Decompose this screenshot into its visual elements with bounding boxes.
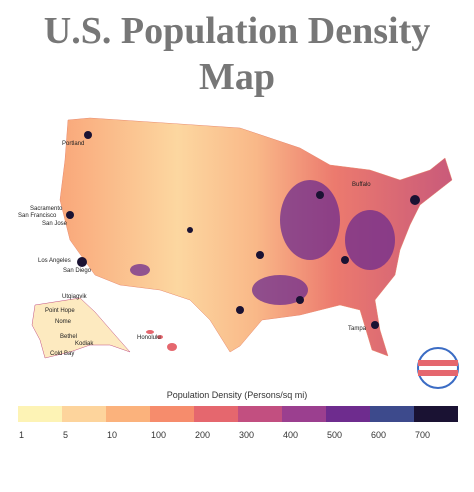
city-label: Bethel [60, 334, 77, 340]
legend-swatch [18, 406, 62, 422]
map-title: U.S. Population Density Map [43, 10, 431, 98]
legend-tick-label: 200 [195, 430, 210, 440]
city-label: San Diego [63, 268, 92, 274]
legend-swatch [282, 406, 326, 422]
city-label: Los Angeles [38, 258, 71, 264]
city-label: Point Hope [45, 308, 75, 314]
legend-tick-label: 100 [151, 430, 166, 440]
hawaii [146, 330, 177, 351]
legend-tick-label: 5 [63, 430, 68, 440]
city-label: Sacramento [30, 206, 63, 212]
legend-title: Population Density (Persons/sq mi) [167, 390, 308, 400]
city-label: San Jose [42, 221, 68, 227]
city-label: Honolulu [137, 335, 161, 341]
legend-swatch [194, 406, 238, 422]
legend-tick-label: 500 [327, 430, 342, 440]
legend-tick-label: 400 [283, 430, 298, 440]
legend-tick-label: 10 [107, 430, 117, 440]
legend-swatch [106, 406, 150, 422]
city-label: Tampa [348, 326, 367, 332]
legend-tick-label: 600 [371, 430, 386, 440]
city-label: Nome [55, 319, 72, 325]
cities [66, 131, 420, 329]
logo [417, 347, 459, 389]
lower-48 [59, 117, 453, 357]
alaska [31, 297, 131, 359]
city-label: Buffalo [352, 182, 371, 188]
legend-swatch [150, 406, 194, 422]
legend-swatch [370, 406, 414, 422]
city-label: Utqiagvik [62, 294, 88, 300]
dense-areas [130, 180, 395, 305]
legend-swatch [414, 406, 458, 422]
city-label: Cold Bay [50, 351, 74, 357]
legend-tick-label: 300 [239, 430, 254, 440]
legend-tick-label: 700 [415, 430, 430, 440]
city-label: Kodiak [75, 341, 94, 347]
legend-swatch [326, 406, 370, 422]
city-label: Portland [62, 141, 84, 147]
legend-swatch [238, 406, 282, 422]
legend-swatch [62, 406, 106, 422]
legend-tick-label: 1 [19, 430, 24, 440]
city-label: San Francisco [18, 213, 57, 219]
